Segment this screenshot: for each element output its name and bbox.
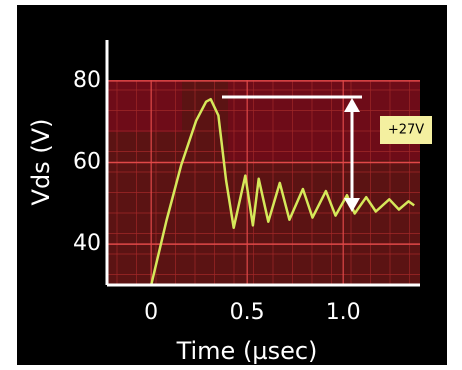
chart: +27V Time (µsec) Vds (V) 40 60 80 0 0.5 1.0 [0,0,462,370]
page: +27V Time (µsec) Vds (V) 40608000.51.0 (… [0,0,462,370]
y-tick-label: 80 [73,68,101,93]
annotation: +27V [388,123,424,138]
y-tick-label: 40 [73,231,101,256]
y-axis-label: Vds (V) [27,119,55,206]
x-axis-label: Time (µsec) [176,337,318,365]
x-tick-label: 0 [144,300,158,325]
x-tick-label: 1.0 [326,300,361,325]
shade [107,80,182,132]
y-tick-label: 60 [73,150,101,175]
x-tick-label: 0.5 [230,300,265,325]
